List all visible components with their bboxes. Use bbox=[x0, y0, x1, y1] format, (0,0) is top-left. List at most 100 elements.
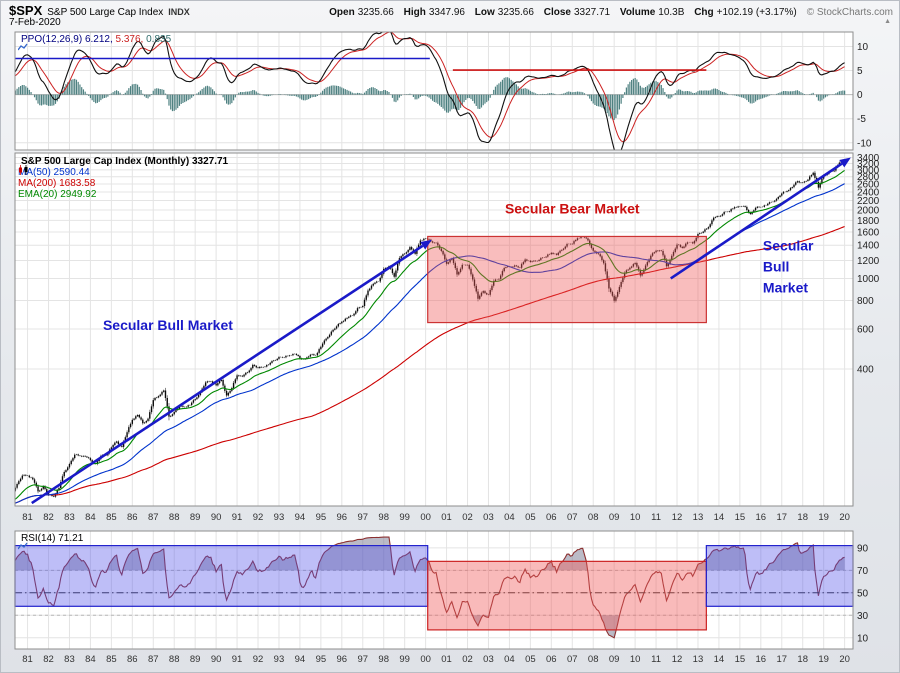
svg-text:3200: 3200 bbox=[857, 159, 880, 170]
svg-text:17: 17 bbox=[776, 512, 787, 523]
svg-text:17: 17 bbox=[776, 654, 787, 665]
svg-text:04: 04 bbox=[504, 512, 515, 523]
svg-text:08: 08 bbox=[588, 512, 599, 523]
svg-text:95: 95 bbox=[316, 654, 327, 665]
svg-text:3400: 3400 bbox=[857, 153, 880, 164]
quote-volume: Volume 10.3B bbox=[619, 7, 685, 18]
svg-text:06: 06 bbox=[546, 512, 557, 523]
svg-text:30: 30 bbox=[857, 611, 869, 622]
svg-text:1600: 1600 bbox=[857, 228, 880, 239]
svg-text:05: 05 bbox=[525, 654, 536, 665]
svg-text:10: 10 bbox=[630, 654, 641, 665]
svg-text:00: 00 bbox=[420, 512, 431, 523]
svg-text:84: 84 bbox=[85, 512, 96, 523]
price-legend-title-row: S&P 500 Large Cap Index (Monthly) 3327.7… bbox=[18, 156, 229, 175]
svg-text:0: 0 bbox=[857, 90, 863, 101]
svg-text:94: 94 bbox=[295, 654, 306, 665]
ppo-value-3: 0.835 bbox=[146, 34, 172, 45]
svg-text:10: 10 bbox=[857, 42, 869, 53]
svg-text:Bull: Bull bbox=[763, 259, 789, 275]
copyright-label: © StockCharts.com bbox=[806, 7, 893, 18]
svg-text:93: 93 bbox=[274, 512, 285, 523]
svg-text:87: 87 bbox=[148, 654, 159, 665]
svg-text:-5: -5 bbox=[857, 114, 866, 125]
svg-text:97: 97 bbox=[357, 512, 368, 523]
price-legend-title: S&P 500 Large Cap Index (Monthly) 3327.7… bbox=[21, 156, 229, 167]
svg-text:92: 92 bbox=[253, 654, 264, 665]
ppo-label: PPO(12,26,9) bbox=[21, 34, 83, 45]
svg-text:19: 19 bbox=[818, 512, 829, 523]
svg-text:99: 99 bbox=[399, 512, 410, 523]
svg-text:02: 02 bbox=[462, 512, 473, 523]
svg-text:01: 01 bbox=[441, 512, 452, 523]
svg-text:16: 16 bbox=[756, 654, 767, 665]
svg-text:Secular Bull Market: Secular Bull Market bbox=[103, 317, 233, 333]
svg-text:15: 15 bbox=[735, 512, 746, 523]
chart-date: 7-Feb-2020 bbox=[9, 17, 61, 28]
svg-text:96: 96 bbox=[337, 512, 348, 523]
ppo-value-2: 5.376, bbox=[115, 34, 144, 45]
svg-text:85: 85 bbox=[106, 654, 117, 665]
svg-text:2000: 2000 bbox=[857, 205, 880, 216]
svg-text:2800: 2800 bbox=[857, 172, 880, 183]
svg-text:99: 99 bbox=[399, 654, 410, 665]
svg-text:5: 5 bbox=[857, 66, 863, 77]
svg-text:86: 86 bbox=[127, 654, 138, 665]
svg-text:600: 600 bbox=[857, 324, 874, 335]
svg-text:Secular Bear Market: Secular Bear Market bbox=[505, 200, 640, 216]
svg-text:14: 14 bbox=[714, 654, 725, 665]
svg-text:01: 01 bbox=[441, 654, 452, 665]
ppo-value-1: 6.212, bbox=[84, 34, 113, 45]
svg-text:70: 70 bbox=[857, 566, 869, 577]
svg-text:12: 12 bbox=[672, 654, 683, 665]
svg-text:18: 18 bbox=[797, 512, 808, 523]
svg-text:10: 10 bbox=[857, 633, 869, 644]
ma50-legend: MA(50) 2590.44 bbox=[18, 167, 90, 178]
svg-text:83: 83 bbox=[64, 654, 75, 665]
svg-text:1200: 1200 bbox=[857, 256, 880, 267]
svg-text:14: 14 bbox=[714, 512, 725, 523]
svg-text:08: 08 bbox=[588, 654, 599, 665]
svg-text:95: 95 bbox=[316, 512, 327, 523]
rsi-indicator-panel: 90 70 50 30 10 81 82 83 84 85 86 87 88 89 90 91 92 93 94 95… bbox=[14, 530, 869, 665]
svg-text:91: 91 bbox=[232, 654, 243, 665]
svg-text:86: 86 bbox=[127, 512, 138, 523]
chart-subheader: 7-Feb-2020 ▲ bbox=[9, 17, 891, 28]
svg-text:13: 13 bbox=[693, 512, 704, 523]
svg-text:50: 50 bbox=[857, 588, 869, 599]
rsi-legend: RSI(14) 71.21 bbox=[18, 533, 83, 550]
svg-text:1800: 1800 bbox=[857, 216, 880, 227]
svg-text:87: 87 bbox=[148, 512, 159, 523]
svg-text:89: 89 bbox=[190, 654, 201, 665]
svg-text:20: 20 bbox=[839, 512, 850, 523]
svg-text:04: 04 bbox=[504, 654, 515, 665]
rsi-label: RSI(14) bbox=[21, 533, 56, 544]
svg-text:93: 93 bbox=[274, 654, 285, 665]
svg-text:Market: Market bbox=[763, 280, 808, 296]
ma200-legend: MA(200) 1683.58 bbox=[18, 178, 96, 189]
svg-text:1400: 1400 bbox=[857, 241, 880, 252]
svg-text:Secular: Secular bbox=[763, 238, 814, 254]
svg-text:05: 05 bbox=[525, 512, 536, 523]
svg-text:90: 90 bbox=[211, 512, 222, 523]
quote-change: Chg +102.19 (+3.17%) bbox=[694, 7, 797, 18]
svg-text:96: 96 bbox=[337, 654, 348, 665]
svg-text:-10: -10 bbox=[857, 138, 872, 149]
svg-text:90: 90 bbox=[211, 654, 222, 665]
svg-text:11: 11 bbox=[651, 654, 661, 665]
svg-text:90: 90 bbox=[857, 543, 869, 554]
svg-text:06: 06 bbox=[546, 654, 557, 665]
svg-text:1000: 1000 bbox=[857, 274, 880, 285]
svg-text:82: 82 bbox=[43, 654, 54, 665]
svg-text:09: 09 bbox=[609, 654, 620, 665]
svg-text:98: 98 bbox=[378, 512, 389, 523]
index-name: S&P 500 Large Cap Index bbox=[47, 7, 164, 18]
svg-text:07: 07 bbox=[567, 512, 578, 523]
svg-text:800: 800 bbox=[857, 296, 874, 307]
ema20-legend: EMA(20) 2949.92 bbox=[18, 189, 97, 200]
quote-high: High 3347.96 bbox=[403, 7, 465, 18]
svg-text:3000: 3000 bbox=[857, 165, 880, 176]
svg-text:94: 94 bbox=[295, 512, 306, 523]
svg-text:2200: 2200 bbox=[857, 196, 880, 207]
